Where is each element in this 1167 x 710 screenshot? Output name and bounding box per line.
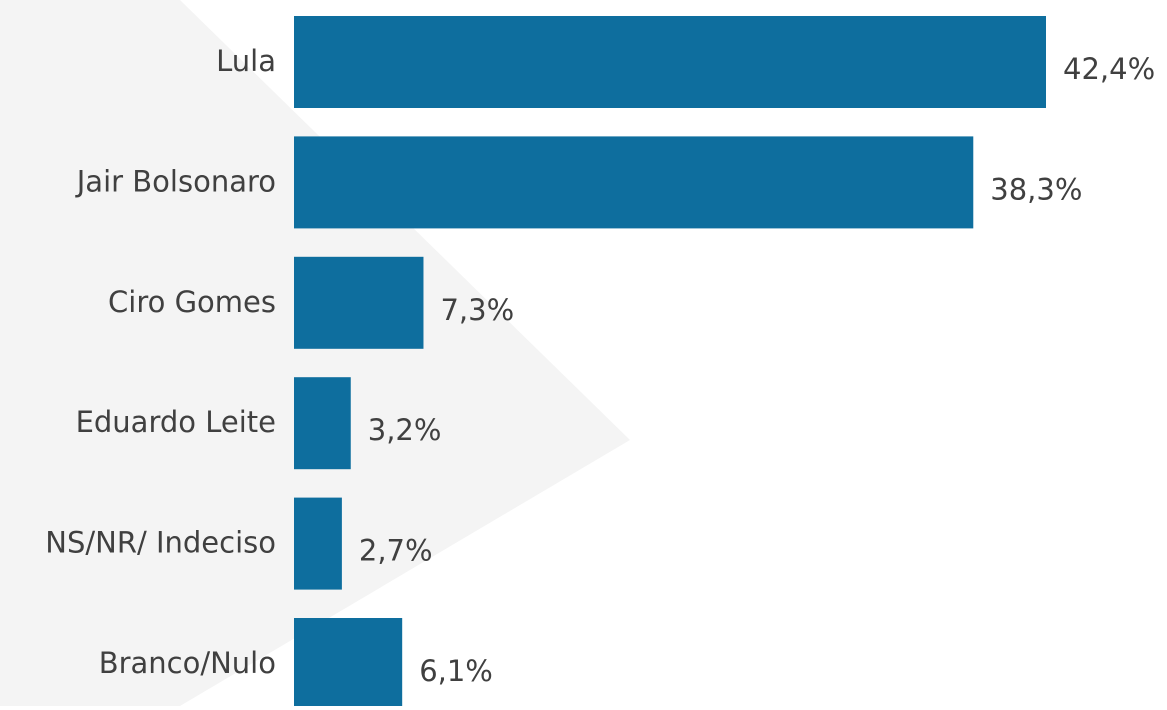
category-label: Eduardo Leite — [76, 405, 276, 439]
category-label: Branco/Nulo — [99, 646, 276, 680]
value-label: 3,2% — [368, 413, 442, 447]
bar — [294, 136, 974, 229]
bar — [294, 497, 342, 590]
category-label: NS/NR/ Indeciso — [45, 526, 276, 560]
bar — [294, 377, 351, 470]
category-label: Lula — [216, 44, 276, 78]
background-chevron-shape — [0, 0, 630, 706]
value-label: 2,7% — [359, 534, 433, 568]
value-label: 6,1% — [419, 654, 493, 688]
category-label: Jair Bolsonaro — [75, 164, 276, 198]
value-label: 42,4% — [1063, 52, 1155, 86]
bar — [294, 256, 424, 349]
value-label: 38,3% — [990, 172, 1082, 206]
bar — [294, 618, 403, 710]
bars-layer: Lula 42,4% Jair Bolsonaro 38,3% Ciro Gomes 7,… — [45, 16, 1155, 710]
category-label: Ciro Gomes — [108, 285, 276, 319]
bar — [294, 16, 1046, 108]
value-label: 7,3% — [440, 293, 514, 327]
